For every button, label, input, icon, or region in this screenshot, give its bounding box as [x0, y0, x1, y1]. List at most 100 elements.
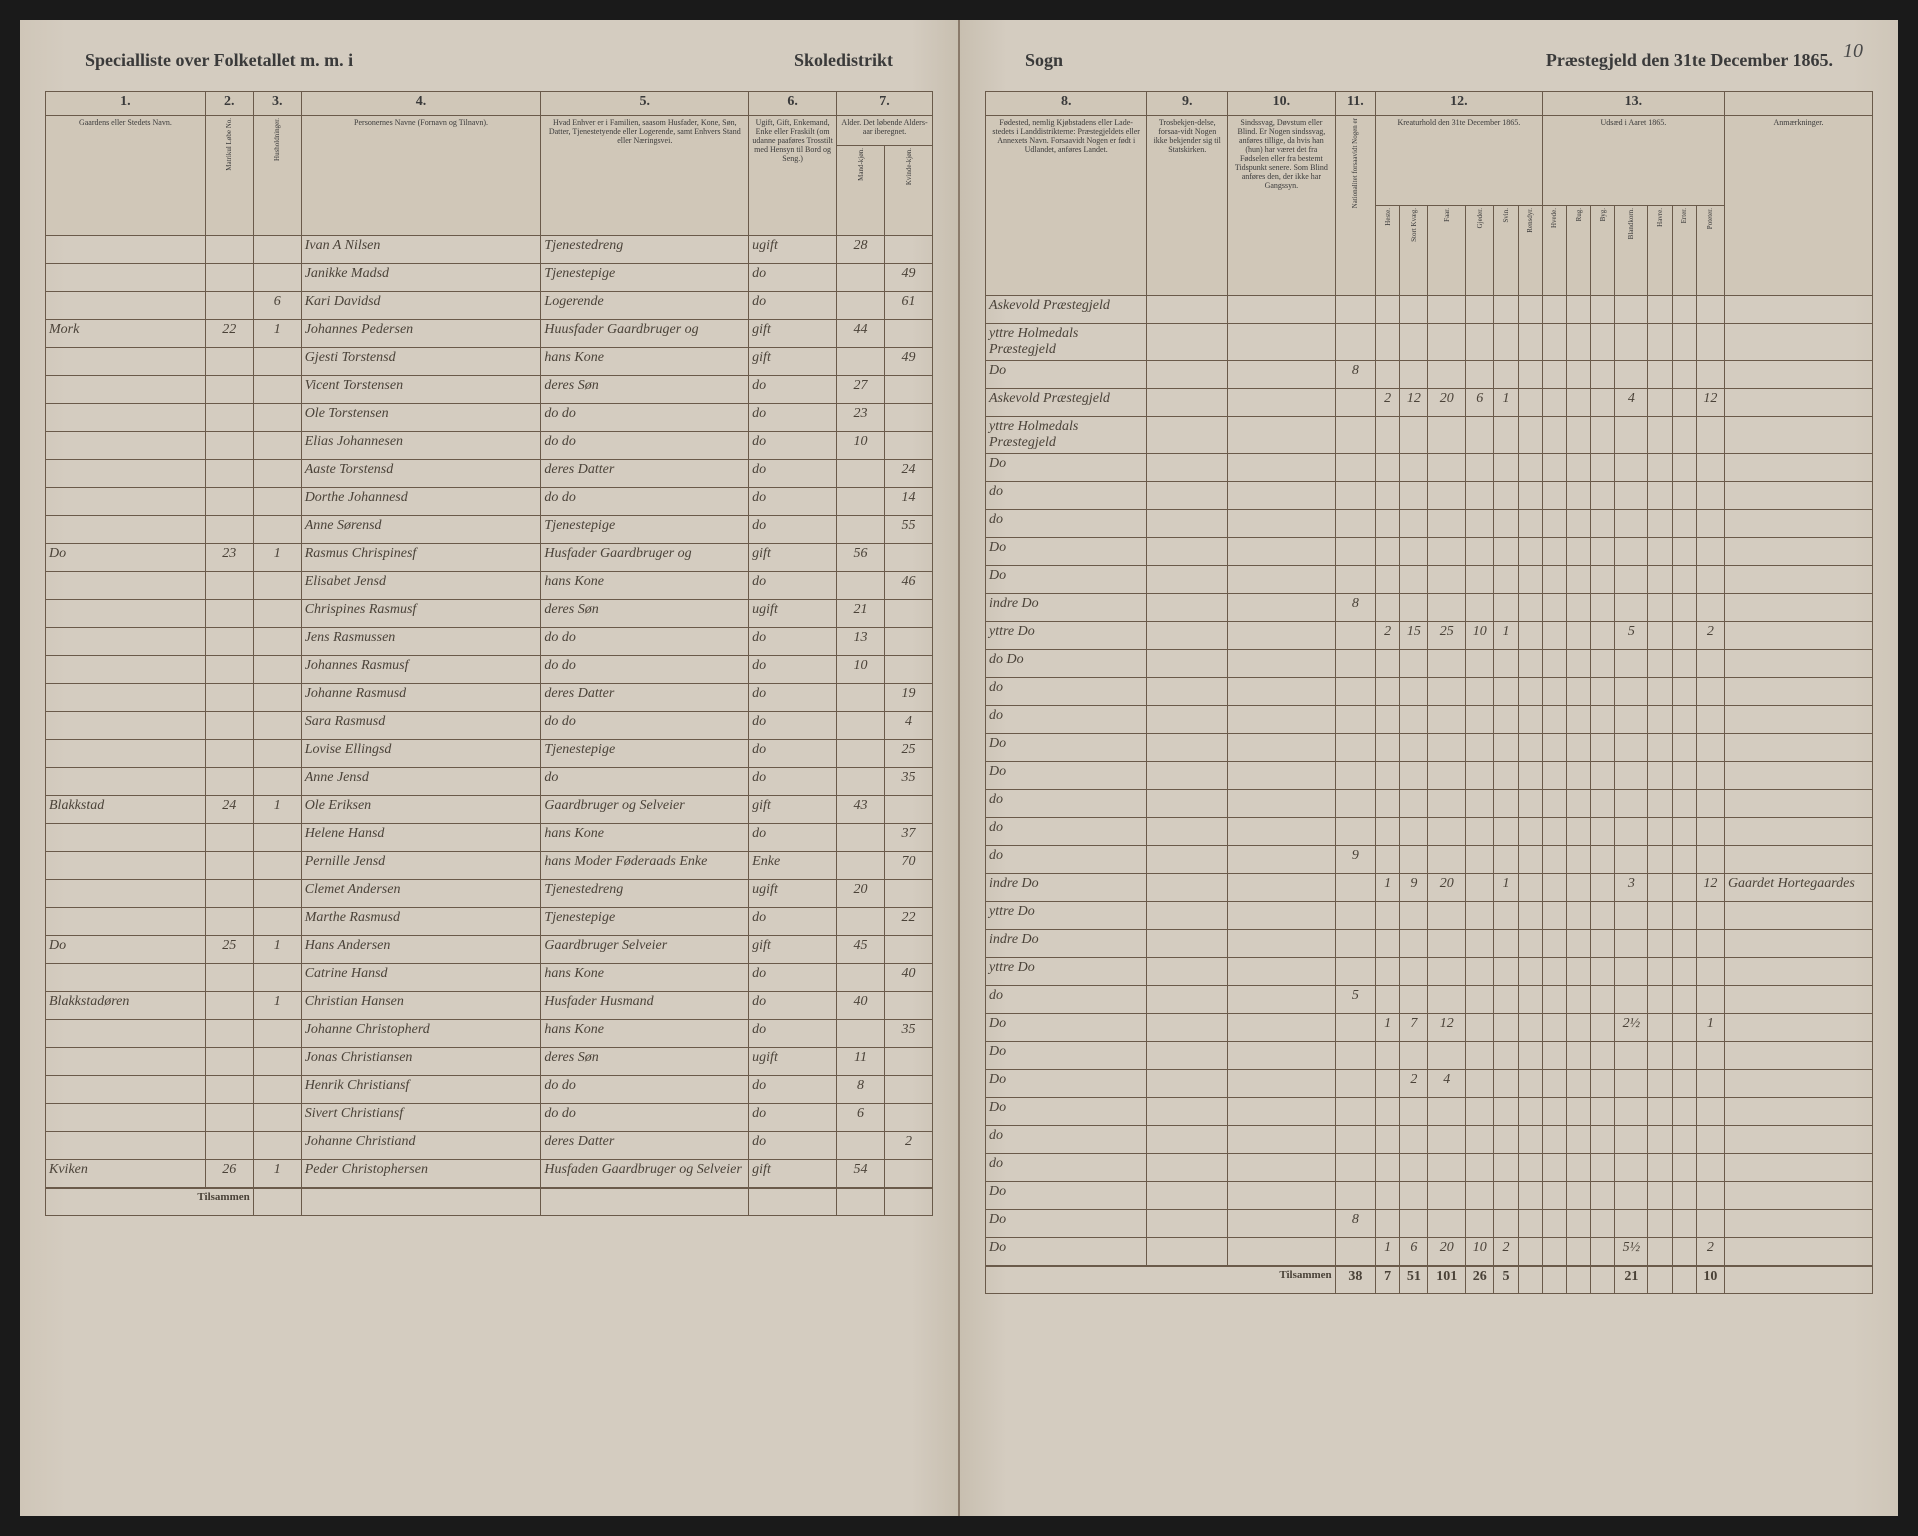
- cattle-sub: Stort Kvæg.: [1400, 206, 1428, 296]
- rcol-notes: [1724, 92, 1872, 116]
- cattle-sub: Faar.: [1428, 206, 1466, 296]
- seed-sub: Hvede.: [1542, 206, 1566, 296]
- right-table-body: Askevold Præstegjeldyttre Holmedals Præs…: [986, 296, 1873, 1266]
- page-number: 10: [1843, 40, 1863, 63]
- right-table: 8. 9. 10. 11. 12. 13. Fødested, nemlig K…: [985, 91, 1873, 1294]
- table-row: Do: [986, 1098, 1873, 1126]
- label-religion: Trosbekjen-delse, forsaa-vidt Nogen ikke…: [1147, 116, 1228, 296]
- table-row: indre Do19201312Gaardet Hortegaardes: [986, 874, 1873, 902]
- table-row: Dorthe Johannesddo dodo14: [46, 488, 933, 516]
- col-5: 5.: [541, 92, 749, 116]
- rcol-10: 10.: [1228, 92, 1336, 116]
- table-row: Do231Rasmus ChrispinesfHusfader Gaardbru…: [46, 544, 933, 572]
- label-birthplace: Fødested, nemlig Kjøbstadens eller Lade-…: [986, 116, 1147, 296]
- label-notes: Anmærkninger.: [1724, 116, 1872, 296]
- table-row: yttre Holmedals Præstegjeld: [986, 324, 1873, 361]
- table-row: Ole Torstensendo dodo23: [46, 404, 933, 432]
- label-nationality: Nationalitet forsaavidt Nogen er: [1335, 116, 1375, 296]
- table-row: Johanne Rasmusdderes Datterdo19: [46, 684, 933, 712]
- table-row: Do: [986, 538, 1873, 566]
- table-row: Ivan A NilsenTjenestedrengugift28: [46, 236, 933, 264]
- label-position: Hvad Enhver er i Familien, saasom Husfad…: [541, 116, 749, 236]
- table-row: Blakkstad241Ole EriksenGaardbruger og Se…: [46, 796, 933, 824]
- totals-label: Tilsammen: [46, 1188, 254, 1216]
- rcol-11: 11.: [1335, 92, 1375, 116]
- table-row: do: [986, 1154, 1873, 1182]
- table-row: Do: [986, 454, 1873, 482]
- label-cattle: Kreaturhold den 31te December 1865.: [1376, 116, 1543, 206]
- table-row: Jens Rasmussendo dodo13: [46, 628, 933, 656]
- table-row: Do8: [986, 1210, 1873, 1238]
- col-7: 7.: [837, 92, 933, 116]
- seed-sub: Havre.: [1648, 206, 1672, 296]
- label-seed: Udsæd i Aaret 1865.: [1542, 116, 1724, 206]
- table-row: Janikke MadsdTjenestepigedo49: [46, 264, 933, 292]
- table-row: Pernille Jensdhans Moder Føderaads EnkeE…: [46, 852, 933, 880]
- table-row: Elias Johannesendo dodo10: [46, 432, 933, 460]
- table-row: yttre Do2152510152: [986, 622, 1873, 650]
- col-3: 3.: [253, 92, 301, 116]
- table-row: Sara Rasmusddo dodo4: [46, 712, 933, 740]
- table-row: Jonas Christiansenderes Sønugift11: [46, 1048, 933, 1076]
- table-row: Sivert Christiansfdo dodo6: [46, 1104, 933, 1132]
- table-row: do: [986, 706, 1873, 734]
- table-row: do: [986, 510, 1873, 538]
- label-names: Personernes Navne (Fornavn og Tilnavn).: [301, 116, 541, 236]
- label-matrikul: Matrikul Løbe No.: [205, 116, 253, 236]
- table-row: do: [986, 818, 1873, 846]
- table-row: Do: [986, 1042, 1873, 1070]
- table-row: Vicent Torstensenderes Søndo27: [46, 376, 933, 404]
- title-skoledistrikt: Skoledistrikt: [794, 50, 893, 71]
- table-row: yttre Do: [986, 902, 1873, 930]
- col-numbers-row: 1. 2. 3. 4. 5. 6. 7.: [46, 92, 933, 116]
- table-row: Do: [986, 734, 1873, 762]
- table-row: Anne SørensdTjenestepigedo55: [46, 516, 933, 544]
- table-row: Askevold Præstegjeld2122061412: [986, 389, 1873, 417]
- table-row: Anne Jensddodo35: [46, 768, 933, 796]
- col-1: 1.: [46, 92, 206, 116]
- title-specialliste: Specialliste over Folketallet m. m. i: [85, 50, 353, 71]
- table-row: do: [986, 790, 1873, 818]
- table-row: Johanne Christiandderes Datterdo2: [46, 1132, 933, 1160]
- table-row: do5: [986, 986, 1873, 1014]
- right-page: 10 Sogn Præstegjeld den 31te December 18…: [960, 20, 1898, 1516]
- table-row: Do: [986, 566, 1873, 594]
- table-row: Johanne Christopherdhans Konedo35: [46, 1020, 933, 1048]
- census-book: Specialliste over Folketallet m. m. i Sk…: [20, 20, 1898, 1516]
- table-row: Marthe RasmusdTjenestepigedo22: [46, 908, 933, 936]
- table-row: Do251Hans AndersenGaardbruger Selveiergi…: [46, 936, 933, 964]
- table-row: Lovise EllingsdTjenestepigedo25: [46, 740, 933, 768]
- col-2: 2.: [205, 92, 253, 116]
- rcol-9: 9.: [1147, 92, 1228, 116]
- left-table: 1. 2. 3. 4. 5. 6. 7. Gaardens eller Sted…: [45, 91, 933, 1216]
- label-age: Alder. Det løbende Alders-aar iberegnet.: [837, 116, 933, 146]
- table-row: Do17122½1: [986, 1014, 1873, 1042]
- rcol-8: 8.: [986, 92, 1147, 116]
- table-row: indre Do8: [986, 594, 1873, 622]
- label-farm: Gaardens eller Stedets Navn.: [46, 116, 206, 236]
- left-totals: Tilsammen: [46, 1188, 933, 1216]
- table-row: Elisabet Jensdhans Konedo46: [46, 572, 933, 600]
- table-row: Chrispines Rasmusfderes Sønugift21: [46, 600, 933, 628]
- table-row: Do8: [986, 361, 1873, 389]
- table-row: Johannes Rasmusfdo dodo10: [46, 656, 933, 684]
- col-labels-row: Gaardens eller Stedets Navn. Matrikul Lø…: [46, 116, 933, 146]
- table-row: Do: [986, 1182, 1873, 1210]
- table-row: yttre Do: [986, 958, 1873, 986]
- title-sogn: Sogn: [1025, 50, 1063, 71]
- cattle-sub: Gjeder.: [1466, 206, 1494, 296]
- table-row: yttre Holmedals Præstegjeld: [986, 417, 1873, 454]
- table-row: indre Do: [986, 930, 1873, 958]
- cattle-sub: Svin.: [1494, 206, 1518, 296]
- total-c11: 38: [1335, 1266, 1375, 1294]
- col-4: 4.: [301, 92, 541, 116]
- left-header: Specialliste over Folketallet m. m. i Sk…: [45, 50, 933, 71]
- seed-sub: Erter.: [1672, 206, 1696, 296]
- table-row: Mork221Johannes PedersenHuusfader Gaardb…: [46, 320, 933, 348]
- seed-sub: Rug.: [1566, 206, 1590, 296]
- rcol-13: 13.: [1542, 92, 1724, 116]
- table-row: Henrik Christiansfdo dodo8: [46, 1076, 933, 1104]
- seed-sub: Poteter.: [1696, 206, 1724, 296]
- table-row: Helene Hansdhans Konedo37: [46, 824, 933, 852]
- left-page: Specialliste over Folketallet m. m. i Sk…: [20, 20, 960, 1516]
